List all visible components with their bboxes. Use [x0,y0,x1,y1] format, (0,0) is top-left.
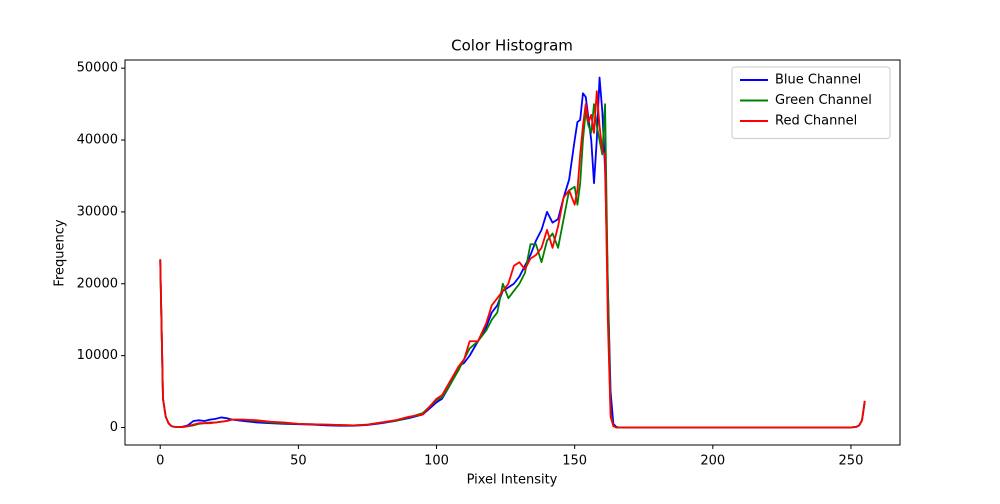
y-tick-label: 30000 [77,204,118,219]
x-axis-label: Pixel Intensity [467,473,558,488]
y-tick-label: 20000 [77,276,118,291]
line-series [159,90,866,429]
x-tick-label: 250 [839,454,864,469]
x-tick-label: 200 [700,454,725,469]
y-tick-label: 50000 [77,61,118,76]
plot-frame [124,59,901,446]
chart-title: Color Histogram [451,37,573,55]
legend-box [731,66,891,139]
legend-label: Green Channel [775,93,872,108]
x-tick-label: 50 [290,454,307,469]
y-tick-label: 40000 [77,133,118,148]
legend-label: Red Channel [775,114,857,129]
x-tick-label: 100 [424,454,449,469]
x-tick-label: 150 [562,454,587,469]
legend-label: Blue Channel [775,73,861,88]
y-axis-label: Frequency [53,219,68,286]
y-tick-label: 0 [110,420,118,435]
y-tick-label: 10000 [77,348,118,363]
x-tick-label: 0 [156,454,164,469]
